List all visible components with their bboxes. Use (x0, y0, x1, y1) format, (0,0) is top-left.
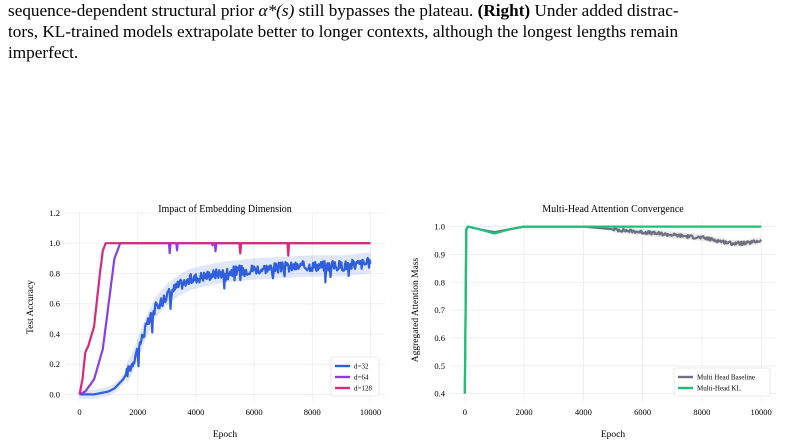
legend-label: d=64 (354, 374, 369, 382)
x-tick-label: 8000 (693, 407, 710, 417)
chart-panel-2: 0 2000 4000 6000 8000 10000 0.4 0.5 0.6 0.7 0.8 0.9… (411, 204, 776, 440)
x-tick-label: 0 (463, 407, 467, 417)
caption-text-c: Under added distrac- (530, 1, 679, 20)
x-tick-label: 4000 (575, 407, 592, 417)
y-tick-label: 0.2 (49, 359, 60, 369)
legend: Multi Head Baseline Multi-Head KL (673, 367, 771, 397)
chart-title: Multi-Head Attention Convergence (542, 204, 684, 215)
y-tick-label: 1.2 (49, 208, 60, 218)
series-line-d=128 (78, 242, 371, 395)
legend-label: Multi-Head KL (697, 385, 741, 393)
x-axis-label: Epoch (213, 430, 238, 440)
y-tick-label: 0.8 (434, 277, 445, 287)
plot-area (78, 242, 372, 399)
caption-right-label: (Right) (477, 1, 531, 20)
y-tick-label: 0.6 (434, 333, 445, 343)
plot-area (463, 225, 763, 394)
series-line-d=32 (79, 257, 372, 396)
x-tick-label: 6000 (246, 407, 263, 417)
legend-label: d=32 (354, 363, 369, 371)
x-tick-label: 4000 (187, 407, 204, 417)
y-axis-label: Aggregated Attention Mass (411, 257, 421, 362)
y-axis-label: Test Accuracy (26, 280, 36, 334)
legend-box (673, 367, 771, 397)
x-tick-label: 6000 (634, 407, 651, 417)
legend: d=32 d=64 d=128 (330, 356, 380, 397)
y-tick-label: 0.5 (434, 361, 445, 371)
x-tick-label: 2000 (129, 407, 146, 417)
legend-label: Multi Head Baseline (697, 374, 755, 382)
x-tick-label: 10000 (360, 407, 381, 417)
x-axis-label: Epoch (601, 430, 626, 440)
caption-line-2: tors, KL-trained models extrapolate bett… (8, 22, 679, 41)
x-tick-label: 0 (77, 407, 81, 417)
chart-panel-1: 0 2000 4000 6000 8000 10000 0.0 0.2 0.4 0.6 0.8 1.0… (26, 204, 385, 440)
x-tick-label: 10000 (751, 407, 772, 417)
y-tick-label: 0.6 (49, 299, 60, 309)
caption-line-1: sequence-dependent structural prior α*(s… (8, 0, 800, 21)
series-line-Multi-Head KL (463, 225, 762, 394)
caption-text-b: still bypasses the plateau. (294, 1, 478, 20)
y-tick-label: 0.8 (49, 268, 60, 278)
y-tick-label: 0.0 (49, 389, 60, 399)
y-tick-label: 1.0 (49, 238, 60, 248)
figure-caption: sequence-dependent structural prior α*(s… (8, 0, 800, 63)
alpha-symbol: α*(s) (258, 1, 295, 20)
y-tick-label: 0.4 (49, 329, 60, 339)
caption-text-a: sequence-dependent structural prior (8, 1, 259, 20)
y-tick-label: 1.0 (434, 222, 445, 232)
caption-line-3: imperfect. (8, 43, 79, 62)
chart-title: Impact of Embedding Dimension (158, 204, 292, 215)
y-tick-label: 0.9 (434, 249, 445, 259)
x-tick-label: 2000 (516, 407, 533, 417)
y-tick-label: 0.4 (434, 389, 445, 399)
x-tick-label: 8000 (304, 407, 321, 417)
legend-label: d=128 (354, 385, 372, 393)
y-tick-label: 0.7 (434, 305, 445, 315)
